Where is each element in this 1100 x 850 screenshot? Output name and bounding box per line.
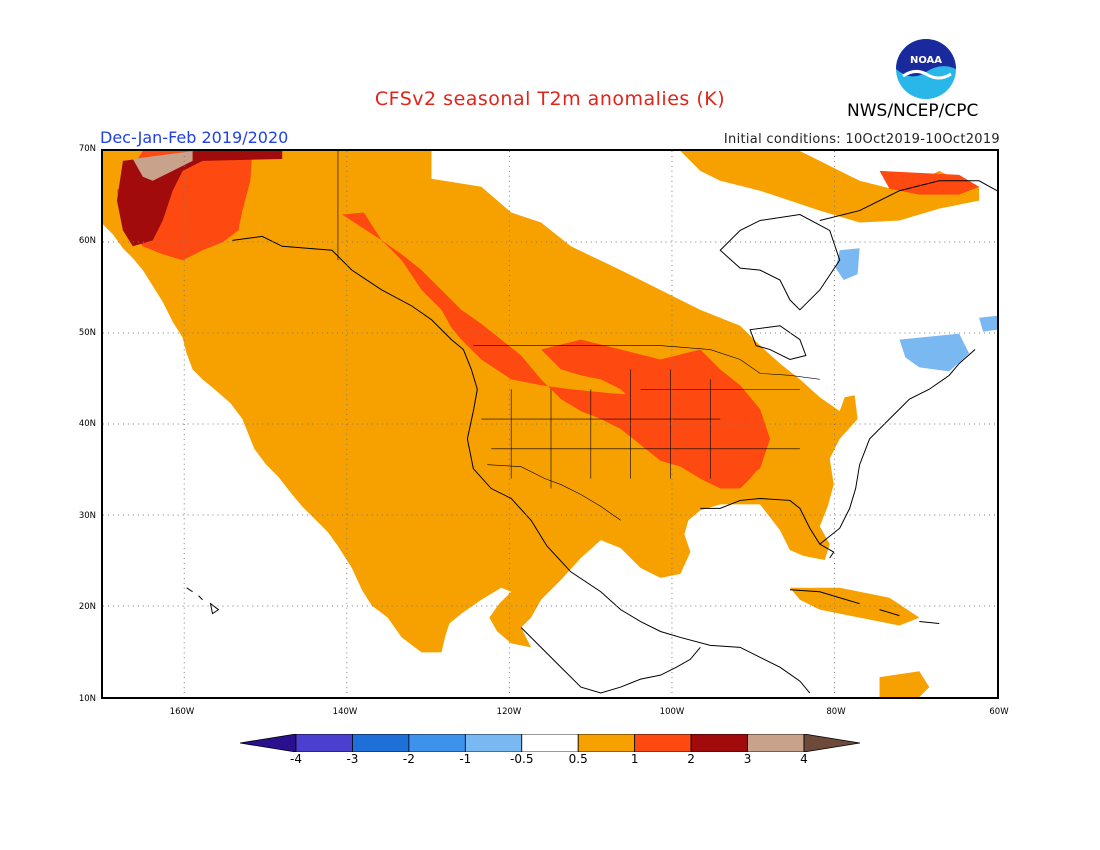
anomaly-region-greenland-warm <box>680 151 980 223</box>
legend-label: -1 <box>459 752 472 766</box>
legend-swatch <box>240 734 297 752</box>
north-america-coastline <box>232 235 811 694</box>
legend-label: -0.5 <box>510 752 534 766</box>
lon-label: 60W <box>989 707 1009 717</box>
hawaii-islands <box>186 587 220 615</box>
anomaly-region-caribbean-warm <box>789 587 920 626</box>
lat-label: 30N <box>78 511 96 521</box>
lon-label: 140W <box>332 707 358 717</box>
legend-swatch <box>577 734 636 752</box>
lon-label: 160W <box>169 707 195 717</box>
us-mexico-border <box>487 464 621 521</box>
legend-swatch <box>690 734 748 752</box>
lon-label: 100W <box>659 707 685 717</box>
lat-label: 70N <box>78 144 96 154</box>
anomaly-region-extreme <box>132 151 193 181</box>
anomaly-region-hot-canada <box>341 212 761 489</box>
legend-label: -3 <box>346 752 359 766</box>
legend-swatch <box>295 734 353 752</box>
noaa-logo-icon: NOAA <box>896 39 956 99</box>
legend-swatch <box>352 734 410 752</box>
legend-swatch <box>521 734 579 752</box>
legend-label: 1 <box>630 752 639 766</box>
season-label: Dec-Jan-Feb 2019/2020 <box>100 128 289 147</box>
lat-label: 60N <box>78 236 96 246</box>
legend-label: 0.5 <box>568 752 588 766</box>
legend-label: -2 <box>402 752 415 766</box>
gridlines-layer <box>103 151 997 697</box>
anomaly-region-sa-warm <box>879 671 930 697</box>
mexico-coastline <box>520 627 701 694</box>
east-coastline <box>819 349 976 545</box>
anomaly-region-cool-labrador <box>979 315 997 332</box>
legend-swatch <box>803 734 860 752</box>
lat-label: 40N <box>78 419 96 429</box>
anomaly-fill-layer <box>103 151 997 697</box>
coastlines-layer <box>186 180 997 694</box>
anomaly-region-cool-quebec <box>899 333 970 372</box>
anomaly-map <box>101 149 999 699</box>
initial-conditions-label: Initial conditions: 10Oct2019-10Oct2019 <box>723 132 1000 147</box>
gulf-coastline <box>700 497 835 559</box>
lon-label: 80W <box>826 707 846 717</box>
caribbean-islands <box>789 589 940 625</box>
legend-label: 4 <box>800 752 808 766</box>
noaa-logo-text: NOAA <box>910 55 942 66</box>
lat-label: 10N <box>78 694 96 704</box>
color-legend-bar <box>240 734 860 752</box>
lon-label: 120W <box>496 707 522 717</box>
legend-swatch <box>408 734 466 752</box>
map-title: CFSv2 seasonal T2m anomalies (K) <box>374 88 726 110</box>
hudson-bay-coastline <box>719 214 841 311</box>
legend-swatch <box>747 734 805 752</box>
anomaly-region-cool-hudson <box>835 248 860 281</box>
agency-label: NWS/NCEP/CPC <box>847 101 979 121</box>
lat-label: 20N <box>78 602 96 612</box>
legend-swatch <box>634 734 692 752</box>
us-canada-border <box>473 345 820 380</box>
great-lakes-outline <box>749 325 807 360</box>
anomaly-region-hot-plains <box>541 339 771 479</box>
legend-label: 2 <box>687 752 695 766</box>
greenland-coastline <box>819 180 997 221</box>
lat-label: 50N <box>78 328 96 338</box>
legend-label: -4 <box>290 752 302 766</box>
legend-label: 3 <box>743 752 752 766</box>
legend-swatch <box>464 734 523 752</box>
anomaly-region-warm <box>103 151 858 653</box>
